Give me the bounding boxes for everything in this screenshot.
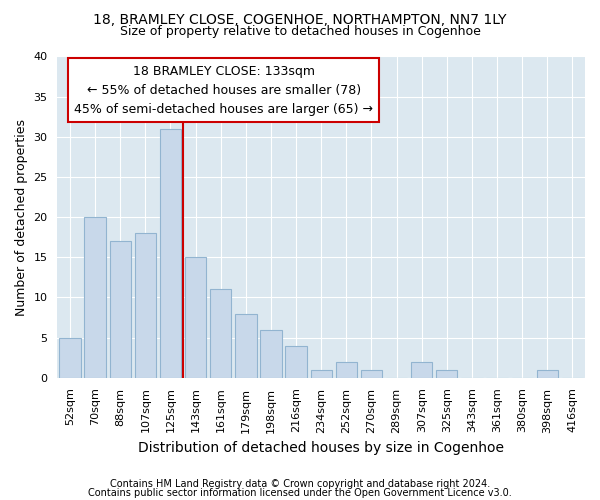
Text: 18 BRAMLEY CLOSE: 133sqm
← 55% of detached houses are smaller (78)
45% of semi-d: 18 BRAMLEY CLOSE: 133sqm ← 55% of detach… — [74, 64, 373, 116]
Bar — [335, 362, 357, 378]
Bar — [160, 129, 181, 378]
Bar — [411, 362, 433, 378]
Bar — [85, 217, 106, 378]
Bar — [185, 258, 206, 378]
Text: Size of property relative to detached houses in Cogenhoe: Size of property relative to detached ho… — [119, 25, 481, 38]
Bar — [110, 242, 131, 378]
Bar — [260, 330, 281, 378]
Bar — [235, 314, 257, 378]
Bar — [536, 370, 558, 378]
Y-axis label: Number of detached properties: Number of detached properties — [15, 118, 28, 316]
Bar — [210, 290, 232, 378]
Bar — [286, 346, 307, 378]
Bar — [311, 370, 332, 378]
Bar — [436, 370, 457, 378]
Text: Contains public sector information licensed under the Open Government Licence v3: Contains public sector information licen… — [88, 488, 512, 498]
X-axis label: Distribution of detached houses by size in Cogenhoe: Distribution of detached houses by size … — [138, 441, 504, 455]
Bar — [59, 338, 80, 378]
Text: 18, BRAMLEY CLOSE, COGENHOE, NORTHAMPTON, NN7 1LY: 18, BRAMLEY CLOSE, COGENHOE, NORTHAMPTON… — [93, 12, 507, 26]
Text: Contains HM Land Registry data © Crown copyright and database right 2024.: Contains HM Land Registry data © Crown c… — [110, 479, 490, 489]
Bar — [361, 370, 382, 378]
Bar — [134, 233, 156, 378]
